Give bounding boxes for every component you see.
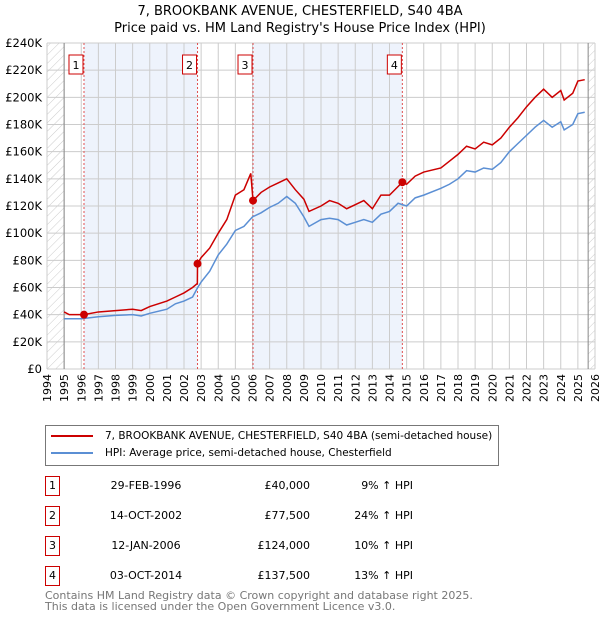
x-tick-label: 1997: [92, 374, 105, 402]
transaction-hpi: 13% ↑ HPI: [354, 569, 413, 582]
transaction-row: 1 29-FEB-1996 £40,000 9% ↑ HPI: [45, 476, 465, 496]
x-tick-label: 2026: [589, 374, 600, 402]
sale-label: 1: [72, 59, 79, 72]
transaction-price: £137,500: [257, 569, 311, 582]
transaction-hpi: 24% ↑ HPI: [354, 509, 413, 522]
x-tick-label: 1994: [41, 374, 54, 402]
sale-point: [398, 178, 407, 187]
y-tick-label: £100K: [5, 226, 42, 240]
transaction-date: 12-JAN-2006: [111, 539, 181, 552]
x-tick-label: 2018: [452, 374, 465, 402]
x-tick-label: 2011: [332, 374, 345, 402]
y-tick-label: £140K: [5, 172, 42, 186]
x-tick-label: 2003: [195, 374, 208, 402]
x-tick-label: 2013: [366, 374, 379, 402]
x-tick-label: 2016: [418, 374, 431, 402]
transaction-number: 4: [45, 566, 60, 586]
legend-label: 7, BROOKBANK AVENUE, CHESTERFIELD, S40 4…: [105, 430, 493, 442]
transaction-price: £124,000: [257, 539, 311, 552]
x-tick-label: 2020: [486, 374, 499, 402]
x-tick-label: 2025: [572, 374, 585, 402]
x-tick-label: 2001: [161, 374, 174, 402]
legend: 7, BROOKBANK AVENUE, CHESTERFIELD, S40 4…: [45, 425, 499, 466]
sale-point: [193, 259, 202, 268]
x-tick-label: 1998: [110, 374, 123, 402]
x-tick-label: 2024: [555, 374, 568, 402]
sale-label-box: [68, 54, 84, 75]
legend-item-hpi: HPI: Average price, semi-detached house,…: [51, 447, 392, 459]
x-tick-label: 2010: [315, 374, 328, 402]
y-tick-label: £120K: [5, 199, 42, 213]
x-tick-label: 2019: [469, 374, 482, 402]
y-tick-label: £240K: [5, 36, 42, 50]
transaction-date: 03-OCT-2014: [109, 569, 183, 582]
y-tick-label: £20K: [13, 335, 43, 349]
x-tick-label: 1999: [127, 374, 140, 402]
y-tick-label: £220K: [5, 63, 42, 77]
sale-label: 2: [186, 59, 193, 72]
x-tick-label: 1995: [58, 374, 71, 402]
sale-label-box: [386, 54, 402, 75]
x-tick-label: 2015: [401, 374, 414, 402]
legend-swatch-blue: [51, 452, 93, 454]
sale-point: [79, 310, 88, 319]
y-tick-label: £200K: [5, 90, 42, 104]
sale-point: [249, 196, 258, 205]
sale-label: 3: [242, 59, 249, 72]
sale-label-box: [237, 54, 253, 75]
y-tick-label: £160K: [5, 145, 42, 159]
x-tick-label: 2014: [384, 374, 397, 402]
sale-label-box: [182, 54, 198, 75]
x-tick-label: 2002: [178, 374, 191, 402]
x-tick-label: 1996: [75, 374, 88, 402]
transaction-hpi: 10% ↑ HPI: [354, 539, 413, 552]
footer-line: Contains HM Land Registry data © Crown c…: [45, 589, 473, 602]
x-tick-label: 2008: [281, 374, 294, 402]
y-tick-label: £80K: [13, 253, 43, 267]
transaction-row: 4 03-OCT-2014 £137,500 13% ↑ HPI: [45, 566, 465, 586]
x-tick-label: 2000: [144, 374, 157, 402]
x-tick-label: 2021: [503, 374, 516, 402]
x-tick-label: 2023: [538, 374, 551, 402]
legend-item-property: 7, BROOKBANK AVENUE, CHESTERFIELD, S40 4…: [51, 430, 492, 442]
x-tick-label: 2017: [435, 374, 448, 402]
footer-line: This data is licensed under the Open Gov…: [45, 600, 396, 613]
legend-swatch-red: [51, 435, 93, 437]
transaction-row: 3 12-JAN-2006 £124,000 10% ↑ HPI: [45, 536, 465, 556]
transaction-date: 29-FEB-1996: [110, 479, 182, 492]
y-tick-label: £60K: [13, 281, 43, 295]
footer: Contains HM Land Registry data © Crown c…: [45, 590, 473, 612]
chart-subtitle: Price paid vs. HM Land Registry's House …: [114, 21, 486, 36]
transaction-number: 1: [45, 476, 60, 496]
y-tick-label: £40K: [13, 308, 43, 322]
y-tick-label: £0: [27, 362, 42, 376]
transaction-price: £77,500: [264, 509, 311, 522]
transaction-hpi: 9% ↑ HPI: [361, 479, 413, 492]
transaction-number: 2: [45, 506, 60, 526]
x-tick-label: 2012: [349, 374, 362, 402]
hpi-line: [64, 111, 585, 320]
x-tick-label: 2007: [264, 374, 277, 402]
transaction-date: 14-OCT-2002: [109, 509, 183, 522]
x-tick-label: 2022: [521, 374, 534, 402]
x-tick-label: 2005: [229, 374, 242, 402]
transaction-price: £40,000: [264, 479, 311, 492]
price-chart: 1994 1995 1996 1997 1998 1999 2000 2001 2002 2003…: [5, 36, 600, 402]
x-tick-label: 2006: [247, 374, 260, 402]
y-tick-label: £180K: [5, 118, 42, 132]
transaction-number: 3: [45, 536, 60, 556]
price-line: [63, 78, 585, 316]
sale-label: 4: [391, 59, 398, 72]
legend-label: HPI: Average price, semi-detached house,…: [105, 447, 392, 459]
x-tick-label: 2009: [298, 374, 311, 402]
x-tick-label: 2004: [212, 374, 225, 402]
chart-title: 7, BROOKBANK AVENUE, CHESTERFIELD, S40 4…: [137, 4, 463, 19]
transaction-row: 2 14-OCT-2002 £77,500 24% ↑ HPI: [45, 506, 465, 526]
